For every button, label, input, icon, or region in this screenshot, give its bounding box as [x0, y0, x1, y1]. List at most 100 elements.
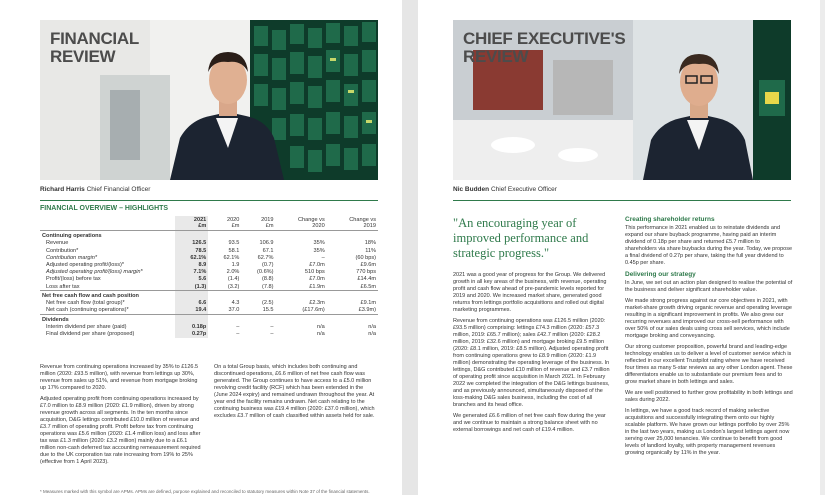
empty-cell: [326, 290, 378, 300]
page-title-line-2: REVIEW: [50, 47, 116, 66]
footnote: * Measures marked with this symbol are A…: [40, 489, 370, 494]
page-title: CHIEF EXECUTIVE'S REVIEW: [463, 29, 626, 66]
table-row: Net free cash flow (total group)* 6.6 4.3 (…: [40, 299, 378, 307]
table-row: Net cash (continuing operations)* 19.4 37.…: [40, 306, 378, 315]
group-heading: Net free cash flow and cash position: [40, 290, 176, 300]
table-cell: 35%: [313, 240, 325, 247]
table-cell: (£17.6m): [302, 307, 325, 314]
table-cell: 78.5: [175, 246, 209, 255]
chief-executive-review-page: CHIEF EXECUTIVE'S REVIEW Nic Budden Chie…: [418, 0, 820, 495]
table-cell: 4.3: [231, 300, 240, 307]
empty-cell: [175, 290, 209, 300]
table-cell: (7.8): [262, 283, 274, 290]
caption-name: Nic Budden: [453, 186, 490, 193]
label-header: [40, 216, 175, 231]
table-row: Contribution* 78.5 58.1 67.1 35% 11%: [40, 246, 378, 255]
row-label: Adjusted operating profit/(loss) margin*: [46, 269, 143, 276]
table-cell: (0.6%): [257, 269, 274, 276]
table-group-heading-row: Continuing operations: [40, 230, 378, 240]
table-cell: 2.0%: [226, 269, 240, 276]
table-cell: 11%: [365, 247, 376, 254]
group-heading: Continuing operations: [40, 230, 176, 240]
table-cell: £7.0m: [309, 276, 325, 283]
cfo-photo: [40, 20, 378, 180]
table-cell: (1.4): [227, 276, 240, 283]
ceo-column-2: Creating shareholder returns This perfor…: [625, 216, 793, 461]
table-row: Contribution margin* 62.1% 62.1% 62.7% – (60 …: [40, 254, 378, 262]
empty-cell: [175, 314, 209, 324]
table-cell: –: [270, 324, 274, 331]
table-cell: £9.6m: [360, 261, 376, 268]
table-cell: 93.5: [228, 240, 240, 247]
page-title-line-1: CHIEF EXECUTIVE'S: [463, 29, 626, 48]
row-label: Final dividend per share (proposed): [46, 331, 135, 338]
table-cell: £3.9m): [358, 307, 376, 314]
empty-cell: [275, 230, 327, 240]
empty-cell: [326, 314, 378, 324]
table-cell: £2.3m: [309, 300, 325, 307]
table-row: Revenue 126.5 93.5 106.9 35% 18%: [40, 239, 378, 247]
empty-cell: [241, 230, 276, 240]
table-cell: £6.5m: [360, 283, 376, 290]
table-cell: 35%: [313, 247, 325, 254]
table-cell: £7.0m: [309, 261, 325, 268]
ceo-column-1: 2021 was a good year of progress for the…: [453, 272, 613, 438]
commentary-column-1: Revenue from continuing operations incre…: [40, 364, 202, 470]
table-cell: 770 bps: [356, 269, 376, 276]
paragraph: We generated £6.6 million of net free ca…: [453, 413, 606, 433]
empty-cell: [326, 230, 378, 240]
empty-cell: [275, 314, 327, 324]
table-cell: 1.9: [231, 261, 240, 268]
table-cell: 510 bps: [304, 269, 325, 276]
table-cell: 19.4: [175, 306, 209, 315]
table-row: Adjusted operating profit/(loss) margin*…: [40, 268, 378, 276]
column-header: 2020 £m: [226, 216, 240, 230]
table-cell: £14.4m: [357, 276, 376, 283]
table-cell: –: [270, 331, 274, 338]
table-group-heading-row: Dividends: [40, 314, 378, 324]
table-row: Adjusted operating profit/(loss)* 8.9 1.9 (…: [40, 261, 378, 269]
table-cell: –: [321, 254, 325, 261]
table-cell: £9.1m: [360, 300, 376, 307]
column-header: Change vs 2019: [349, 216, 376, 230]
paragraph: Revenue from continuing operations was £…: [453, 318, 610, 408]
table-cell: n/a: [368, 331, 376, 338]
table-cell: 0.27p: [175, 330, 209, 339]
table-cell: –: [236, 324, 240, 331]
table-row: Profit/(loss) before tax 5.6 (1.4) (8.8) £7.…: [40, 275, 378, 283]
table-cell: n/a: [316, 331, 325, 338]
row-label: Contribution*: [46, 247, 79, 254]
paragraph: Revenue from continuing operations incre…: [40, 364, 199, 391]
table-cell: 7.1%: [175, 268, 209, 276]
empty-cell: [208, 230, 242, 240]
table-cell: 0.18p: [175, 323, 209, 331]
table-cell: 62.1%: [175, 254, 209, 262]
table-cell: n/a: [368, 324, 376, 331]
pull-quote: "An encouraging year of improved perform…: [453, 216, 589, 260]
row-label: Net free cash flow (total group)*: [46, 300, 125, 307]
page-title-line-1: FINANCIAL: [50, 29, 139, 48]
caption-name: Richard Harris: [40, 186, 85, 193]
row-label: Net cash (continuing operations)*: [46, 307, 129, 314]
table-cell: 106.9: [259, 240, 274, 247]
column-header: Change vs 2020: [298, 216, 325, 230]
empty-cell: [208, 290, 242, 300]
table-row: Loss after tax (1.3) (3.2) (7.8) £1.9m £6.5m: [40, 282, 378, 291]
empty-cell: [241, 314, 276, 324]
table-cell: £1.9m: [309, 283, 325, 290]
financial-review-page: FINANCIAL REVIEW Richard Harris Chief Fi…: [0, 0, 402, 495]
paragraph: This performance in 2021 enabled us to r…: [625, 225, 793, 266]
empty-cell: [175, 230, 209, 240]
row-label: Loss after tax: [46, 283, 80, 290]
table-cell: 15.5: [262, 307, 274, 314]
empty-cell: [275, 290, 327, 300]
section-divider: [453, 200, 791, 201]
section-heading: Delivering our strategy: [625, 271, 696, 278]
paragraph: On a total Group basis, which includes b…: [214, 364, 375, 419]
row-label: Revenue: [46, 240, 69, 247]
photo-caption: Richard Harris Chief Financial Officer: [40, 186, 150, 193]
table-cell: 8.9: [175, 261, 209, 269]
empty-cell: [241, 290, 276, 300]
paragraph: In lettings, we have a good track record…: [625, 408, 790, 456]
row-label: Adjusted operating profit/(loss)*: [46, 261, 125, 268]
